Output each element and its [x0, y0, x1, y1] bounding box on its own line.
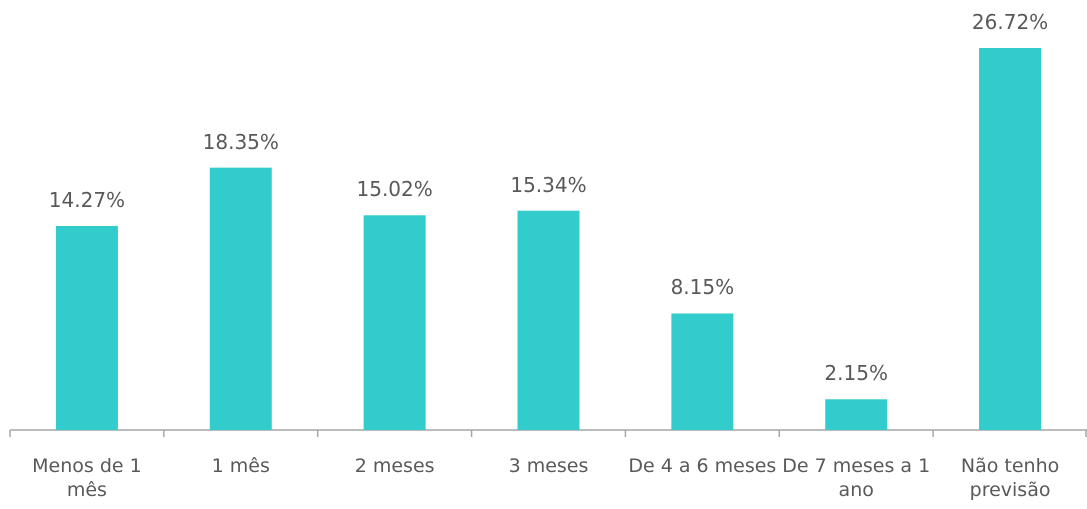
- value-label: 2.15%: [824, 361, 888, 386]
- x-tick-label: Não tenho previsão: [960, 455, 1060, 501]
- x-tick-label: Menos de 1 mês: [32, 455, 142, 501]
- x-tick-label: 1 mês: [211, 455, 270, 477]
- value-label: 18.35%: [202, 129, 279, 154]
- bar: [517, 210, 580, 430]
- value-label: 15.34%: [510, 172, 587, 197]
- x-tick-label: De 4 a 6 meses: [628, 455, 777, 477]
- x-tick-label: De 7 meses a 1 ano: [782, 455, 931, 501]
- value-label: 8.15%: [670, 275, 735, 300]
- bar: [209, 167, 272, 430]
- bar: [979, 48, 1042, 430]
- x-tick-label: 2 meses: [354, 455, 435, 477]
- value-label: 26.72%: [971, 10, 1049, 34]
- x-tick-label: 3 meses: [508, 455, 589, 477]
- bar: [363, 215, 426, 430]
- value-label: 14.27%: [48, 187, 126, 212]
- bar: [825, 399, 888, 430]
- value-label: 15.02%: [356, 177, 433, 202]
- bar: [671, 313, 734, 430]
- bar: [55, 225, 118, 430]
